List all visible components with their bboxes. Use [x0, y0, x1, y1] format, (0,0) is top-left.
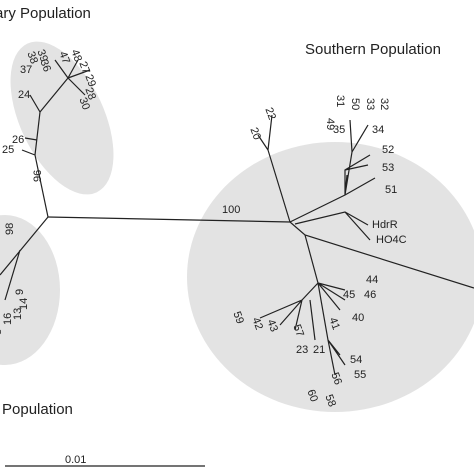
leaf-label: 32	[378, 98, 390, 110]
leaf-label: 44	[366, 274, 378, 286]
population-label: Southern Population	[305, 41, 441, 58]
leaf-label: HO4C	[376, 234, 407, 246]
leaf-label: 50	[349, 98, 361, 110]
leaf-label: 56	[328, 371, 343, 387]
leaf-label: 41	[326, 316, 341, 332]
population-label: Population	[2, 401, 73, 418]
leaf-label: 24	[18, 89, 30, 101]
bootstrap-value: 100	[222, 204, 240, 216]
leaf-label: 57	[290, 323, 305, 339]
leaf-label: 38	[24, 50, 39, 66]
leaf-label: 25	[2, 144, 14, 156]
bootstrap-value: 98	[4, 223, 16, 235]
leaf-label: 29	[82, 73, 97, 89]
leaf-label: 52	[382, 144, 394, 156]
leaf-label: 53	[382, 162, 394, 174]
leaf-label: 48	[68, 48, 83, 64]
leaf-label: 21	[313, 344, 325, 356]
leaf-label: 51	[385, 184, 397, 196]
leaf-label: 43	[264, 318, 279, 334]
leaf-label: 58	[322, 393, 337, 409]
leaf-label: 33	[364, 98, 376, 110]
leaf-label: 30	[76, 96, 91, 112]
leaf-label: 49	[324, 118, 336, 130]
leaf-label: 46	[364, 289, 376, 301]
leaf-label: 22	[262, 106, 277, 122]
leaf-label: 31	[334, 95, 346, 107]
leaf-label: 39	[34, 48, 49, 64]
leaf-label: 45	[343, 289, 355, 301]
leaf-label: 26	[12, 134, 24, 146]
leaf-label: 16	[2, 313, 14, 325]
leaf-label: 27	[76, 60, 91, 76]
leaf-label: 60	[304, 388, 319, 404]
leaf-label: 54	[350, 354, 362, 366]
leaf-label: 59	[230, 310, 245, 326]
leaf-label: 35	[333, 124, 345, 136]
leaf-label: 8	[0, 329, 4, 335]
leaf-label: HdrR	[372, 219, 398, 231]
population-label: ary Population	[0, 5, 91, 22]
leaf-label: 34	[372, 124, 384, 136]
southern-cluster	[187, 142, 474, 412]
leaf-label: 40	[352, 312, 364, 324]
leaf-label: 36	[37, 58, 52, 74]
leaf-label: 13	[12, 308, 24, 320]
leaf-label: 14	[18, 298, 30, 310]
lower-cluster	[0, 215, 60, 365]
tree-branches	[0, 59, 474, 467]
leaf-label: 55	[354, 369, 366, 381]
leaf-label: 28	[82, 86, 97, 102]
leaf-label: 42	[249, 316, 264, 332]
leaf-label: 23	[296, 344, 308, 356]
leaf-label: 37	[20, 64, 32, 76]
leaf-label: 9	[14, 289, 26, 295]
bootstrap-value: 96	[32, 170, 44, 182]
upper-cluster	[10, 41, 114, 195]
leaf-label: 20	[247, 126, 262, 142]
leaf-label: 47	[56, 50, 71, 66]
scale-label: 0.01	[65, 454, 86, 466]
